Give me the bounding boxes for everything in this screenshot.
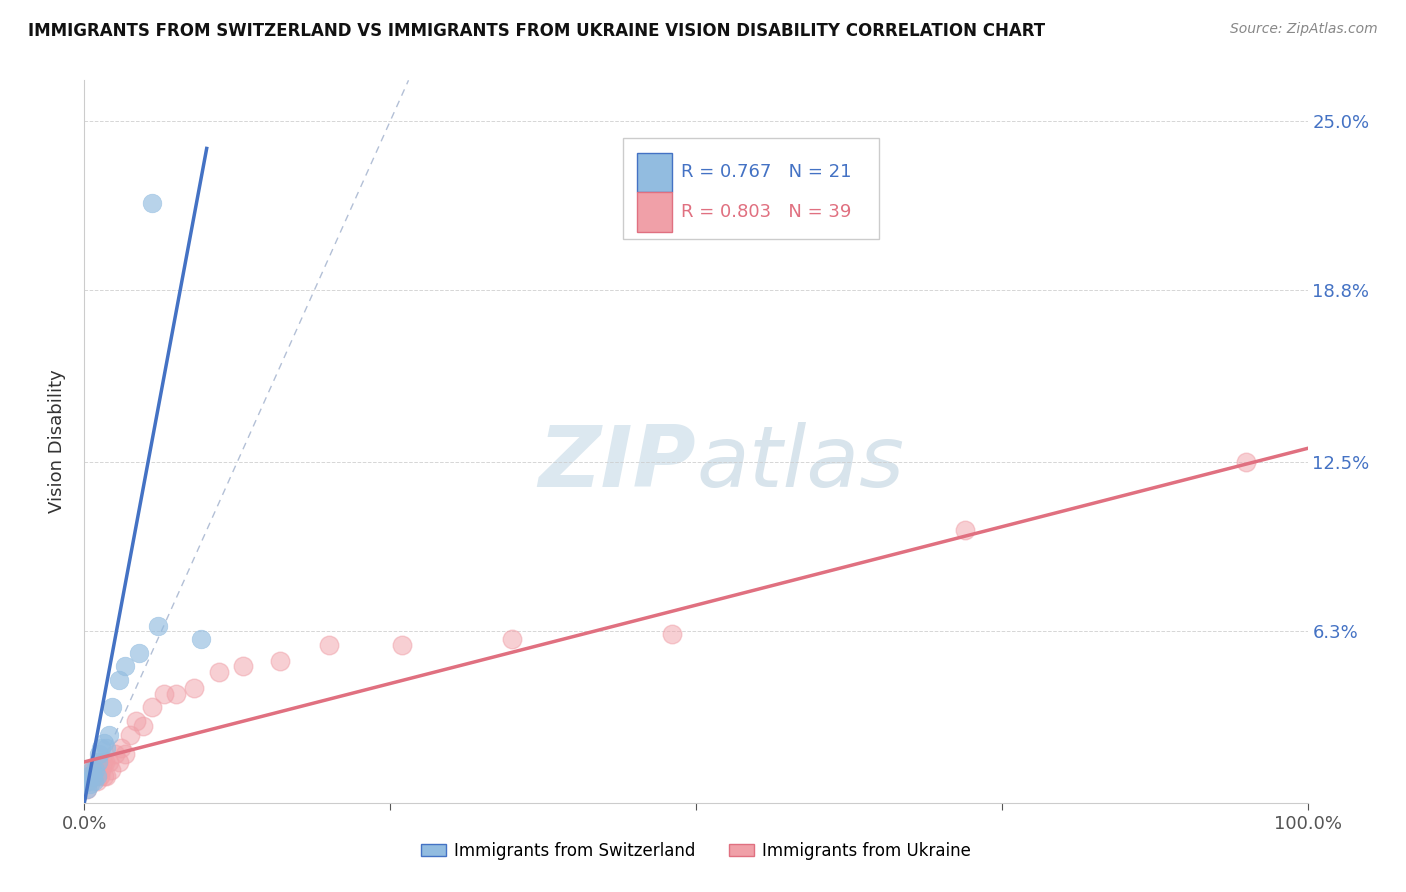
Point	[107, 755, 129, 769]
Point	[87, 747, 110, 761]
Point	[91, 755, 114, 769]
Point	[79, 777, 101, 791]
Point	[269, 654, 291, 668]
Point	[96, 741, 118, 756]
Point	[128, 646, 150, 660]
Text: Source: ZipAtlas.com: Source: ZipAtlas.com	[1230, 22, 1378, 37]
Legend: Immigrants from Switzerland, Immigrants from Ukraine: Immigrants from Switzerland, Immigrants …	[415, 836, 977, 867]
Point	[114, 659, 136, 673]
Point	[93, 768, 115, 782]
Point	[101, 700, 124, 714]
Point	[90, 741, 112, 756]
Text: R = 0.767   N = 21: R = 0.767 N = 21	[682, 163, 852, 181]
Point	[80, 763, 103, 777]
Point	[153, 687, 176, 701]
Point	[82, 768, 104, 782]
Point	[114, 747, 136, 761]
FancyBboxPatch shape	[623, 138, 880, 239]
FancyBboxPatch shape	[637, 193, 672, 232]
Point	[87, 755, 110, 769]
Point	[100, 763, 122, 777]
Point	[79, 763, 101, 777]
Point	[104, 747, 127, 761]
Point	[183, 681, 205, 696]
Point	[190, 632, 212, 647]
Point	[165, 687, 187, 701]
Point	[125, 714, 148, 728]
Point	[96, 768, 118, 782]
Point	[1236, 455, 1258, 469]
Point	[76, 782, 98, 797]
Point	[77, 768, 100, 782]
Point	[232, 659, 254, 673]
Point	[953, 523, 976, 537]
Point	[87, 763, 110, 777]
Point	[77, 774, 100, 789]
Point	[132, 719, 155, 733]
Point	[318, 638, 340, 652]
Point	[94, 755, 117, 769]
Point	[77, 774, 100, 789]
Point	[77, 768, 100, 782]
Point	[89, 768, 111, 782]
Text: IMMIGRANTS FROM SWITZERLAND VS IMMIGRANTS FROM UKRAINE VISION DISABILITY CORRELA: IMMIGRANTS FROM SWITZERLAND VS IMMIGRANT…	[28, 22, 1045, 40]
Point	[391, 638, 413, 652]
Point	[80, 768, 103, 782]
Point	[141, 700, 163, 714]
Point	[661, 626, 683, 640]
Point	[110, 741, 132, 756]
Point	[146, 618, 169, 632]
Point	[86, 774, 108, 789]
Point	[97, 755, 120, 769]
Point	[502, 632, 524, 647]
Point	[76, 782, 98, 797]
Text: R = 0.803   N = 39: R = 0.803 N = 39	[682, 202, 852, 221]
Point	[208, 665, 231, 679]
FancyBboxPatch shape	[637, 153, 672, 193]
Point	[82, 763, 104, 777]
Y-axis label: Vision Disability: Vision Disability	[48, 369, 66, 514]
Point	[86, 768, 108, 782]
Point	[107, 673, 129, 687]
Point	[97, 728, 120, 742]
Text: ZIP: ZIP	[538, 422, 696, 505]
Point	[84, 763, 107, 777]
Point	[87, 755, 110, 769]
Text: atlas: atlas	[696, 422, 904, 505]
Point	[84, 763, 107, 777]
Point	[90, 763, 112, 777]
Point	[118, 728, 141, 742]
Point	[83, 768, 105, 782]
Point	[83, 774, 105, 789]
Point	[141, 196, 163, 211]
Point	[93, 736, 115, 750]
